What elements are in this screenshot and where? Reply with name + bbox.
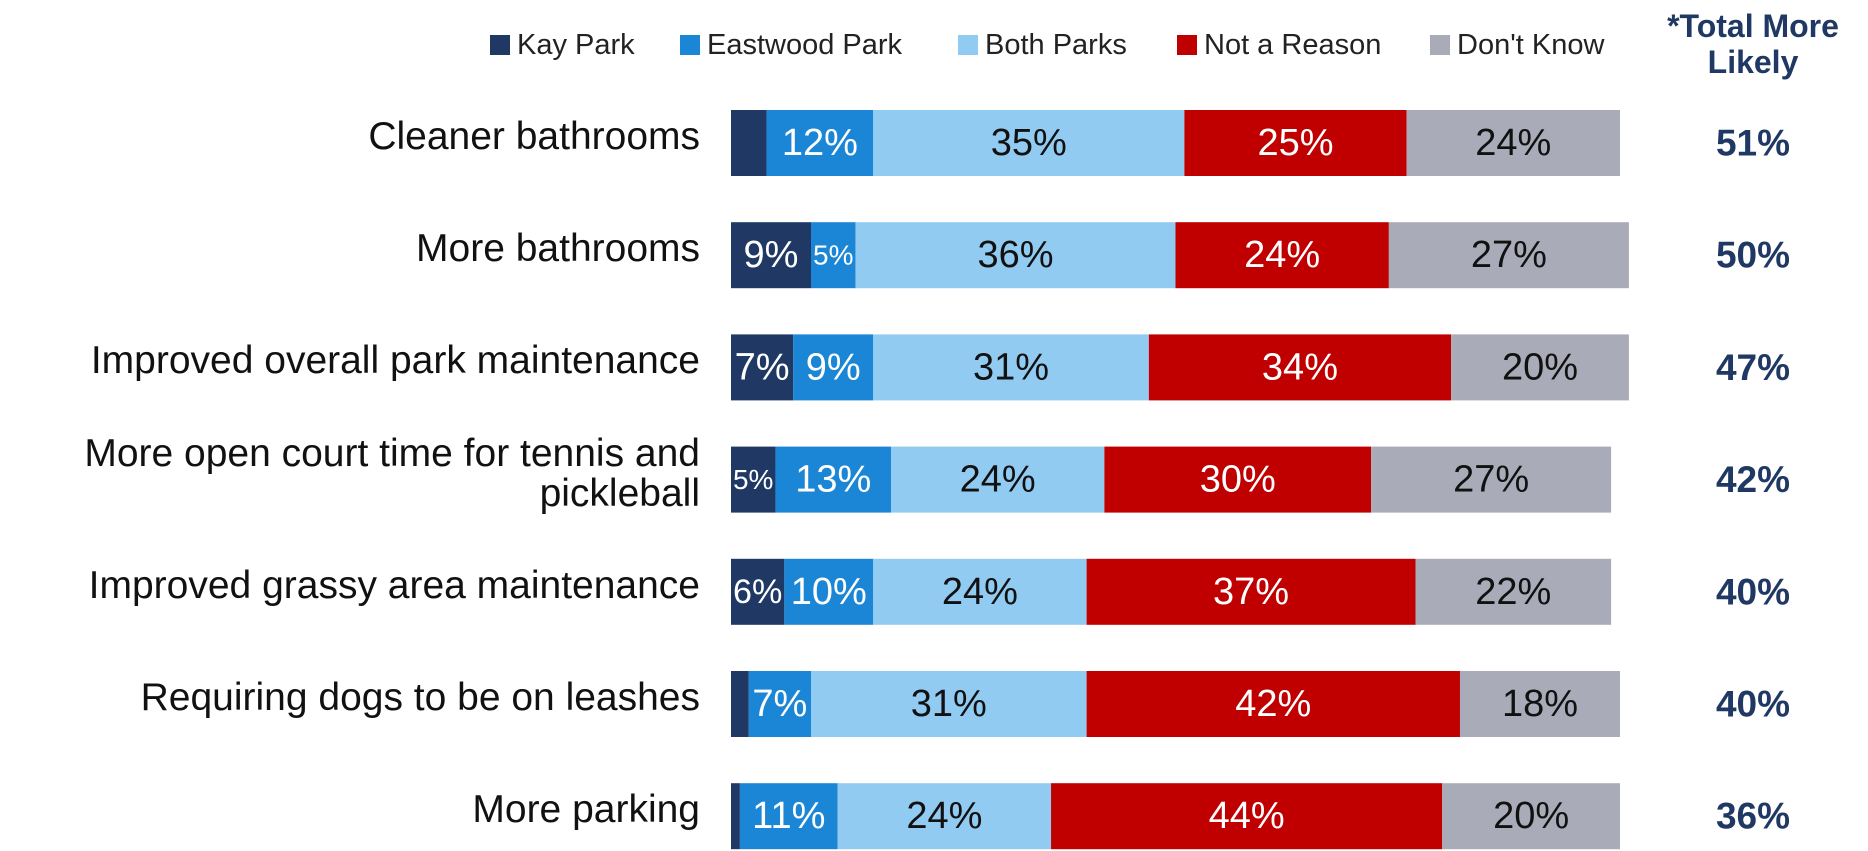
value-label: 24% — [906, 795, 982, 837]
bar-segment — [731, 222, 812, 289]
bar-segment — [873, 558, 1087, 625]
bar-segment — [739, 783, 838, 850]
value-label: 12% — [782, 122, 858, 164]
legend-swatch — [1177, 35, 1197, 55]
bar-segment — [775, 446, 892, 513]
bar-segment — [1086, 558, 1416, 625]
value-label: 9% — [744, 234, 799, 276]
bar-segment — [855, 222, 1176, 289]
legend-label: Kay Park — [517, 29, 635, 61]
value-label: 20% — [1493, 795, 1569, 837]
total-label: 36% — [1716, 796, 1790, 837]
bar-segment — [748, 671, 812, 737]
bar-segment — [731, 783, 740, 850]
bar-segment — [1086, 671, 1460, 737]
bar-segment — [1406, 110, 1620, 176]
value-label: 35% — [991, 122, 1067, 164]
legend-label: Both Parks — [985, 29, 1127, 61]
category-label: Cleaner bathrooms — [368, 115, 700, 158]
value-label: 22% — [1475, 571, 1551, 613]
legend-swatch — [958, 35, 978, 55]
value-label: 24% — [960, 459, 1036, 501]
legend-label: Eastwood Park — [707, 29, 903, 61]
bar-segment — [784, 558, 874, 625]
value-label: 42% — [1235, 683, 1311, 725]
value-label: 6% — [733, 573, 782, 611]
bar-segment — [731, 110, 767, 176]
value-label: 44% — [1209, 795, 1285, 837]
legend-label: Don't Know — [1457, 29, 1605, 61]
bar-segment — [731, 334, 794, 401]
bar-segment — [1184, 110, 1407, 176]
value-label: 24% — [942, 571, 1018, 613]
value-label: 31% — [973, 346, 1049, 388]
value-label: 25% — [1257, 122, 1333, 164]
value-label: 10% — [791, 571, 867, 613]
bar-segment — [1442, 783, 1620, 850]
bar-segment — [731, 446, 776, 513]
value-label: 5% — [733, 464, 773, 495]
bar-segment — [891, 446, 1105, 513]
value-label: 7% — [752, 683, 807, 725]
value-label: 18% — [1502, 683, 1578, 725]
category-label: Improved overall park maintenance — [90, 339, 700, 383]
category-label: Requiring dogs to be on leashes — [140, 676, 700, 719]
value-label: 36% — [977, 234, 1053, 276]
bar-segment — [1051, 783, 1443, 850]
bar-segment — [1371, 446, 1612, 513]
value-label: 13% — [795, 459, 871, 501]
value-label: 5% — [813, 240, 853, 271]
legend-swatch — [1430, 35, 1450, 55]
bar-segment — [1451, 334, 1629, 401]
value-label: 27% — [1453, 459, 1529, 501]
bar-segment — [1459, 671, 1620, 737]
category-label: More bathrooms — [416, 227, 700, 271]
value-label: 31% — [911, 683, 987, 725]
bar-segment — [837, 783, 1052, 850]
value-label: 11% — [752, 795, 825, 837]
value-label: 27% — [1471, 234, 1547, 276]
value-label: 30% — [1200, 459, 1276, 501]
legend-label: Not a Reason — [1204, 29, 1381, 61]
total-label: 40% — [1716, 571, 1790, 612]
value-label: 24% — [1244, 234, 1320, 276]
bar-segment — [731, 671, 749, 737]
total-label: 40% — [1716, 684, 1790, 725]
total-label: 51% — [1716, 123, 1790, 164]
bar-segment — [873, 110, 1185, 176]
total-label: 50% — [1716, 235, 1790, 276]
legend-swatch — [490, 35, 510, 55]
bar-segment — [731, 558, 785, 625]
bar-segment — [1104, 446, 1372, 513]
bar-segment — [1148, 334, 1452, 401]
total-label: 47% — [1716, 347, 1790, 388]
category-label: More open court time for tennis and pick… — [84, 431, 700, 515]
value-label: 37% — [1213, 571, 1289, 613]
category-label: More parking — [472, 788, 700, 832]
value-label: 34% — [1262, 346, 1338, 388]
value-label: 7% — [735, 346, 790, 388]
bar-segment — [811, 222, 856, 289]
bar-segment — [873, 334, 1149, 401]
value-label: 20% — [1502, 346, 1578, 388]
bar-segment — [811, 671, 1087, 737]
bar-segment — [1388, 222, 1629, 289]
bar-segment — [793, 334, 874, 401]
legend-swatch — [680, 35, 700, 55]
value-label: 24% — [1475, 122, 1551, 164]
bar-segment — [1415, 558, 1612, 625]
totals-header: *Total More Likely — [1667, 8, 1839, 80]
bar-segment — [1175, 222, 1389, 289]
total-label: 42% — [1716, 459, 1790, 500]
category-label: Improved grassy area maintenance — [88, 563, 700, 607]
value-label: 9% — [806, 346, 861, 388]
bar-segment — [766, 110, 874, 176]
